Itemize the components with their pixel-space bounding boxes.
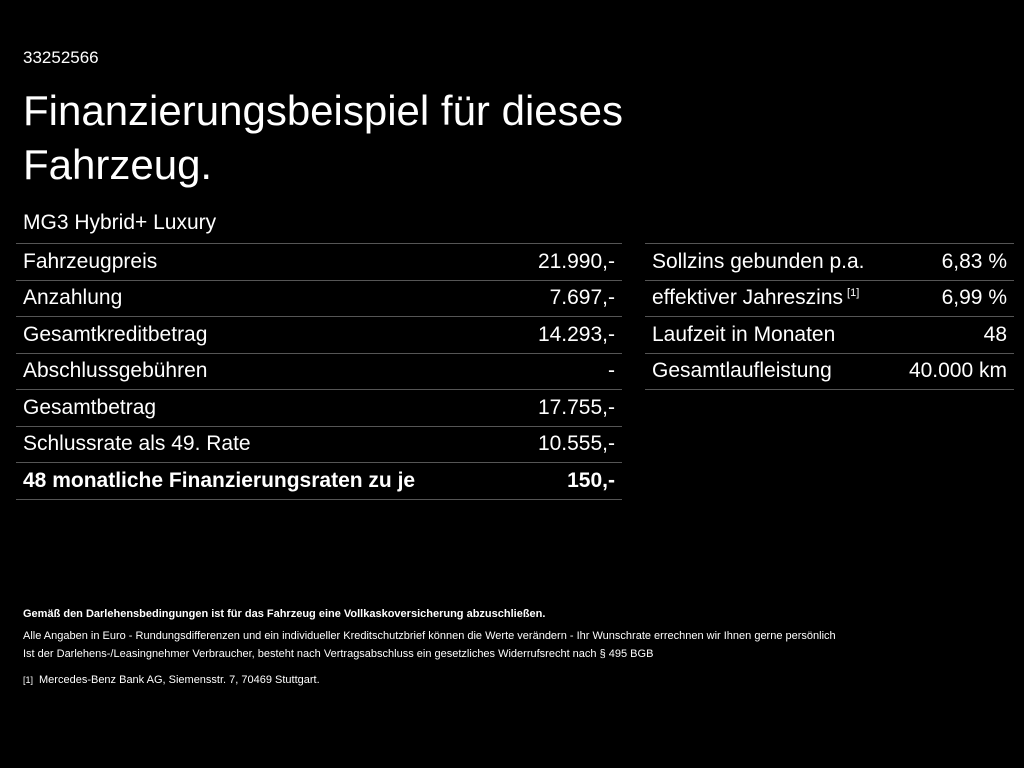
table-row: Gesamtbetrag 17.755,- [16, 390, 622, 427]
table-row: Schlussrate als 49. Rate 10.555,- [16, 427, 622, 463]
footnote: [1] Mercedes-Benz Bank AG, Siemensstr. 7,… [23, 671, 836, 689]
row-note: [1] [847, 287, 860, 300]
footnote-text: Mercedes-Benz Bank AG, Siemensstr. 7, 70… [39, 674, 320, 686]
footer-line: Ist der Darlehens-/Leasingnehmer Verbrau… [23, 648, 654, 660]
row-label: Sollzins gebunden p.a. [652, 249, 865, 273]
table-row: Fahrzeugpreis 21.990,- [16, 244, 622, 281]
row-label: Gesamtlaufleistung [652, 359, 832, 383]
row-label: Schlussrate als 49. Rate [23, 432, 251, 456]
row-label-wrap: Fahrzeugpreis [23, 250, 157, 274]
row-label: Anzahlung [23, 286, 123, 310]
table-row: Abschlussgebühren - [16, 354, 622, 390]
row-label: 48 monatliche Finanzierungsraten zu je [23, 468, 416, 492]
footer-line: Alle Angaben in Euro - Rundungsdifferenz… [23, 630, 836, 642]
left-table: Fahrzeugpreis 21.990,- Anzahlung 7.697,- Ges… [16, 243, 622, 500]
row-value: 150,- [567, 468, 615, 492]
row-label: Gesamtkreditbetrag [23, 322, 208, 346]
row-value: 40.000 km [908, 359, 1007, 383]
table-row: Gesamtlaufleistung 40.000 km [645, 354, 1014, 390]
row-label: effektiver Jahreszins [652, 286, 844, 310]
row-label: Gesamtbetrag [23, 395, 157, 419]
row-label-wrap: Gesamtkreditbetrag [23, 323, 207, 347]
table-row: 48 monatliche Finanzierungsraten zu je 15… [16, 463, 622, 500]
row-value: 21.990,- [537, 249, 615, 273]
row-value: 10.555,- [537, 432, 615, 456]
footnote-marker: [1] [23, 675, 34, 685]
footer: Gemäß den Darlehensbedingungen ist für d… [23, 605, 836, 689]
row-value: 6,99 % [941, 286, 1007, 310]
row-label-wrap: Schlussrate als 49. Rate [23, 432, 251, 456]
table-row: Gesamtkreditbetrag 14.293,- [16, 317, 622, 354]
row-label: Abschlussgebühren [23, 359, 208, 383]
id: 33252566 [23, 48, 99, 67]
row-label-wrap: Gesamtlaufleistung [652, 359, 832, 383]
row-label-wrap: Anzahlung [23, 286, 122, 310]
table-row: Laufzeit in Monaten 48 [645, 317, 1014, 354]
row-label-wrap: 48 monatliche Finanzierungsraten zu je [23, 469, 415, 493]
row-label: Laufzeit in Monaten [652, 322, 836, 346]
row-label-wrap: Laufzeit in Monaten [652, 323, 835, 347]
row-label-wrap: Gesamtbetrag [23, 396, 156, 420]
insurance-note: Gemäß den Darlehensbedingungen ist für d… [23, 608, 546, 620]
row-value: 17.755,- [537, 395, 615, 419]
table-row: Anzahlung 7.697,- [16, 281, 622, 317]
footer-lines: Alle Angaben in Euro - Rundungsdifferenz… [23, 627, 836, 663]
row-value: 7.697,- [549, 286, 615, 310]
table-row: effektiver Jahreszins [1] 6,99 % [645, 281, 1014, 317]
row-value: 14.293,- [537, 322, 615, 346]
title: Finanzierungsbeispiel für dieses Fahrzeu… [23, 87, 623, 188]
row-label-wrap: effektiver Jahreszins [1] [652, 286, 859, 310]
model: MG3 Hybrid+ Luxury [23, 211, 217, 234]
right-table: Sollzins gebunden p.a. 6,83 % effektiver J… [645, 243, 1014, 390]
row-value: 6,83 % [941, 249, 1007, 273]
row-value: - [608, 359, 615, 383]
row-value: 48 [983, 322, 1007, 346]
row-label-wrap: Abschlussgebühren [23, 359, 207, 383]
row-label-wrap: Sollzins gebunden p.a. [652, 250, 865, 274]
row-label: Fahrzeugpreis [23, 249, 158, 273]
table-row: Sollzins gebunden p.a. 6,83 % [645, 244, 1014, 281]
